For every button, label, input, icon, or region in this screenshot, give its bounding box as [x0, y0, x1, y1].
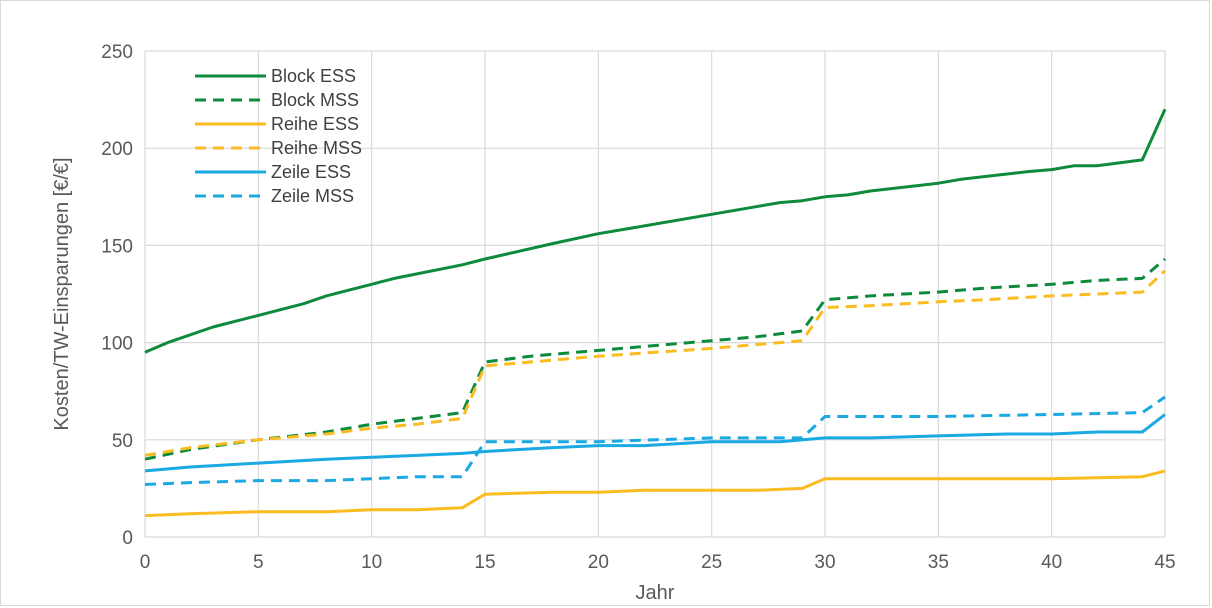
- series-line-block-mss: [144, 257, 1166, 461]
- series-line-zeile-mss: [144, 395, 1166, 486]
- legend-label: Zeile ESS: [271, 162, 351, 182]
- x-tick-label: 30: [814, 552, 835, 573]
- x-tick-label: 35: [928, 552, 949, 573]
- y-tick-label: 50: [112, 431, 133, 452]
- legend-label: Reihe ESS: [271, 114, 359, 134]
- tick-labels: 0 50 100 150 200 250 0 5 10 15 20 25 30 35 40 45: [101, 42, 1175, 573]
- gridlines: [144, 50, 1166, 538]
- legend: Block ESS Block MSS Reihe ESS Reihe MSS Zeil…: [195, 66, 362, 206]
- y-tick-label: 0: [122, 528, 133, 549]
- series-line-zeile-ess: [144, 413, 1166, 473]
- x-tick-label: 0: [140, 552, 151, 573]
- y-tick-label: 150: [101, 236, 133, 257]
- x-tick-label: 5: [253, 552, 264, 573]
- series-line-block-ess: [144, 108, 1167, 354]
- y-axis-title: Kosten/TW-Einsparungen [€/€]: [51, 157, 73, 430]
- x-tick-label: 10: [361, 552, 382, 573]
- legend-label: Reihe MSS: [271, 138, 362, 158]
- series-line-reihe-mss: [144, 269, 1167, 457]
- y-tick-label: 250: [101, 42, 133, 63]
- legend-label: Block MSS: [271, 90, 359, 110]
- x-tick-label: 40: [1041, 552, 1062, 573]
- x-axis-title: Jahr: [636, 582, 675, 604]
- x-tick-label: 45: [1154, 552, 1175, 573]
- x-tick-label: 25: [701, 552, 722, 573]
- series-lines: [144, 108, 1167, 518]
- x-tick-label: 15: [474, 552, 495, 573]
- series-line-reihe-ess: [144, 469, 1166, 518]
- legend-label: Block ESS: [271, 66, 356, 86]
- legend-label: Zeile MSS: [271, 186, 354, 206]
- y-tick-label: 200: [101, 139, 133, 160]
- x-tick-label: 20: [588, 552, 609, 573]
- y-tick-label: 100: [101, 334, 133, 355]
